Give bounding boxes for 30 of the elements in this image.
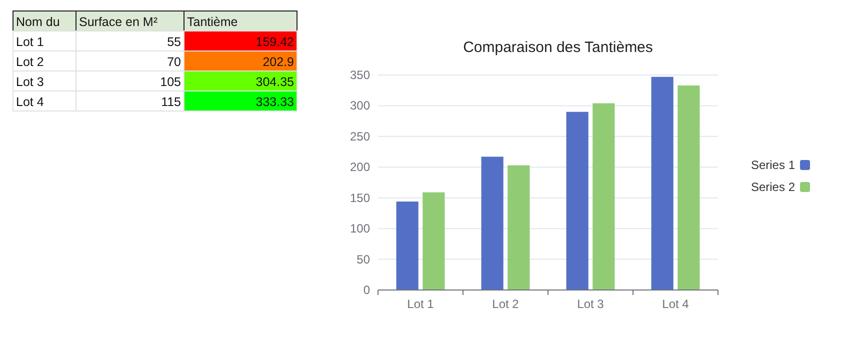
- chart-title: Comparaison des Tantièmes: [463, 39, 653, 56]
- y-tick-label: 0: [363, 283, 370, 297]
- y-tick-label: 150: [350, 190, 370, 205]
- legend-label: Series 2: [750, 180, 796, 194]
- y-tick-label: 300: [350, 98, 370, 113]
- series-label: Tantième: [187, 15, 238, 29]
- y-tick-label: 100: [350, 222, 370, 236]
- legend-label: Series 1: [750, 158, 796, 172]
- data-label: 115: [161, 95, 182, 109]
- category-label: Lot 1: [16, 35, 44, 49]
- category-label: Lot 2: [16, 55, 44, 69]
- data-label: 55: [167, 35, 182, 49]
- x-tick-label: Lot 3: [577, 297, 604, 311]
- y-tick-label: 200: [350, 160, 370, 174]
- data-label: 159.42: [256, 35, 294, 49]
- data-label: 202.9: [262, 55, 294, 69]
- data-label: 333.33: [256, 95, 294, 109]
- text: Nom du: [16, 15, 60, 29]
- data-label: 70: [167, 55, 182, 69]
- x-tick-label: Lot 4: [662, 297, 690, 311]
- y-tick-label: 350: [350, 68, 370, 82]
- series-label: Surface en M²: [79, 15, 158, 29]
- category-label: Lot 4: [16, 95, 44, 109]
- y-tick-label: 50: [356, 252, 370, 266]
- data-label: 304.35: [256, 75, 294, 89]
- y-tick-label: 250: [350, 129, 370, 144]
- x-tick-label: Lot 1: [407, 297, 434, 311]
- x-tick-label: Lot 2: [492, 297, 520, 311]
- category-label: Lot 3: [16, 75, 44, 89]
- data-label: 105: [160, 75, 182, 89]
